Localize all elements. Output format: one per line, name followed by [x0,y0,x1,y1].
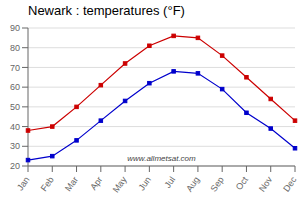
html-text:Newark : temperatures (°F): Newark : temperatures (°F) [28,3,185,18]
svg-text:60: 60 [10,82,20,92]
svg-text:Jan: Jan [15,175,32,193]
svg-text:Sep: Sep [208,175,225,194]
svg-text:Mar: Mar [63,175,80,193]
svg-text:Jun: Jun [136,175,153,193]
svg-text:Feb: Feb [39,175,56,193]
svg-text:Oct: Oct [234,174,251,192]
svg-text:May: May [111,174,129,194]
svg-text:40: 40 [10,122,20,132]
svg-text:Nov: Nov [257,174,275,193]
svg-text:30: 30 [10,141,20,151]
html-text:www.allmetsat.com: www.allmetsat.com [127,154,196,163]
svg-text:80: 80 [10,43,20,53]
svg-text:Apr: Apr [88,175,104,192]
svg-text:Dec: Dec [281,174,299,193]
svg-text:Aug: Aug [184,175,201,194]
svg-text:50: 50 [10,102,20,112]
svg-text:Jul: Jul [162,175,177,190]
svg-text:90: 90 [10,23,20,33]
svg-text:70: 70 [10,63,20,73]
svg-text:20: 20 [10,161,20,171]
